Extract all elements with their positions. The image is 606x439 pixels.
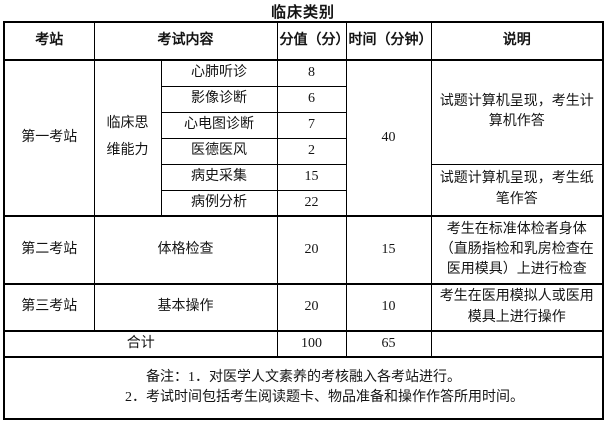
station3-time: 10 [345, 283, 432, 332]
remarks-line-1: 备注：1．对医学人文素养的考核融入各考站进行。 [7, 368, 600, 388]
col-header-score: 分值（分） [276, 21, 350, 61]
remarks-prefix: 备注： [146, 369, 188, 385]
station1-category: 临床思维能力 [93, 59, 162, 217]
remarks-cell: 备注：1．对医学人文素养的考核融入各考站进行。 2．考试时间包括考生阅读题卡、物… [3, 356, 604, 420]
station2-row: 第二考站 体格检查 20 15 考生在标准体检者身体（直肠指检和乳房检查在医用模… [3, 215, 604, 285]
station3-note: 考生在医用模拟人或医用模具上进行操作 [430, 283, 604, 332]
station1-row-1: 第一考站 临床思维能力 心肺听诊 8 40 试题计算机呈现，考生计算机作答 [3, 59, 604, 217]
exam-item-label: 心肺听诊 [160, 59, 278, 87]
exam-item-score: 6 [276, 85, 347, 113]
remarks-line-2: 2．考试时间包括考生阅读题卡、物品准备和操作作答所用时间。 [7, 388, 600, 408]
station2-content: 体格检查 [93, 215, 278, 285]
station2-note: 考生在标准体检者身体（直肠指检和乳房检查在医用模具）上进行检查 [430, 215, 604, 285]
station3-row: 第三考站 基本操作 20 10 考生在医用模拟人或医用模具上进行操作 [3, 283, 604, 332]
remarks-text-2: 2．考试时间包括考生阅读题卡、物品准备和操作作答所用时间。 [125, 390, 524, 405]
station1-category-label: 临床思维能力 [106, 116, 149, 158]
station1-row-6: 病例分析 22 [4, 189, 603, 217]
col-header-content: 考试内容 [93, 21, 278, 61]
total-note-empty [430, 330, 604, 358]
exam-item-score: 7 [276, 111, 347, 139]
exam-item-label: 医德医风 [160, 137, 278, 165]
station3-score: 20 [276, 283, 347, 332]
exam-item-score: 2 [276, 137, 347, 165]
station2-score: 20 [276, 215, 347, 285]
station1-note-computer: 试题计算机呈现，考生计算机作答 [430, 59, 604, 165]
exam-item-score: 15 [276, 163, 347, 191]
remarks-text-1: 1．对医学人文素养的考核融入各考站进行。 [188, 369, 461, 385]
station3-content: 基本操作 [93, 283, 278, 332]
exam-item-score: 8 [276, 59, 347, 87]
station1-note-paper: 试题计算机呈现，考生纸笔作答 [430, 163, 604, 217]
exam-item-label: 影像诊断 [160, 85, 278, 113]
station1-name: 第一考站 [3, 59, 95, 217]
page-title: 临床类别 [270, 5, 335, 21]
station1-row-4: 医德医风 2 [4, 137, 603, 165]
col-header-note: 说明 [430, 21, 604, 61]
total-label: 合计 [3, 330, 278, 358]
station1-row-2: 影像诊断 6 [4, 85, 603, 113]
exam-item-score: 22 [276, 189, 347, 217]
total-score: 100 [276, 330, 347, 358]
exam-item-label: 病史采集 [160, 163, 278, 191]
table-header-row: 考站 考试内容 分值（分） 时间（分钟） 说明 [3, 21, 604, 61]
exam-item-label: 心电图诊断 [160, 111, 278, 139]
station2-time: 15 [345, 215, 432, 285]
col-header-station: 考站 [3, 21, 95, 61]
station3-name: 第三考站 [3, 283, 95, 332]
station1-time: 40 [345, 59, 432, 217]
exam-item-label: 病例分析 [160, 189, 278, 217]
total-row: 合计 100 65 [3, 330, 604, 358]
exam-stations-table: 考站 考试内容 分值（分） 时间（分钟） 说明 第一考站 临床思维能力 心肺听诊… [3, 21, 604, 420]
total-time: 65 [345, 330, 432, 358]
remarks-row: 备注：1．对医学人文素养的考核融入各考站进行。 2．考试时间包括考生阅读题卡、物… [3, 356, 604, 420]
station2-name: 第二考站 [3, 215, 95, 285]
col-header-time: 时间（分钟） [345, 21, 433, 61]
